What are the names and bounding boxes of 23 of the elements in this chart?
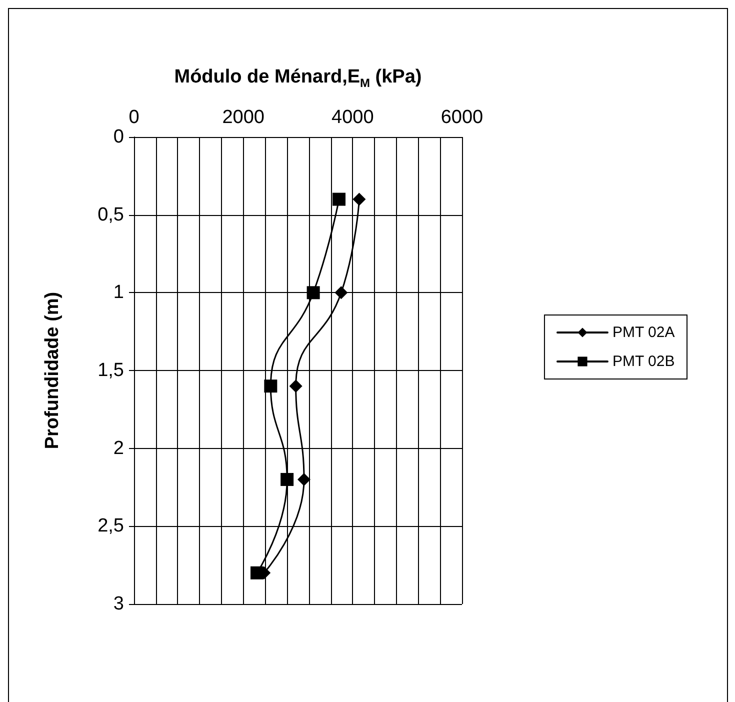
y-tick-label: 3 bbox=[113, 594, 124, 614]
point bbox=[280, 472, 294, 486]
point bbox=[250, 566, 264, 580]
x-tick-label: 0 bbox=[128, 107, 140, 128]
point bbox=[298, 472, 311, 486]
legend-label: PMT 02A bbox=[612, 324, 675, 341]
legend-label: PMT 02B bbox=[612, 353, 675, 370]
point bbox=[332, 192, 346, 206]
point bbox=[334, 286, 348, 300]
point bbox=[352, 192, 366, 206]
y-tick-label: 2,5 bbox=[98, 516, 124, 537]
y-axis-title: Profundidade (m) bbox=[42, 292, 63, 450]
y-tick-label: 0,5 bbox=[98, 204, 124, 226]
y-tick-label: 1 bbox=[113, 282, 124, 304]
x-tick-label: 4000 bbox=[332, 107, 374, 128]
y-tick-label: 0 bbox=[113, 126, 124, 148]
point bbox=[289, 380, 302, 393]
y-tick-label: 2 bbox=[113, 438, 124, 459]
point bbox=[306, 286, 320, 300]
point bbox=[264, 380, 278, 393]
x-tick-label: 6000 bbox=[440, 107, 484, 128]
x-tick-label: 2000 bbox=[222, 107, 264, 128]
y-tick-label: 1,5 bbox=[98, 360, 124, 381]
